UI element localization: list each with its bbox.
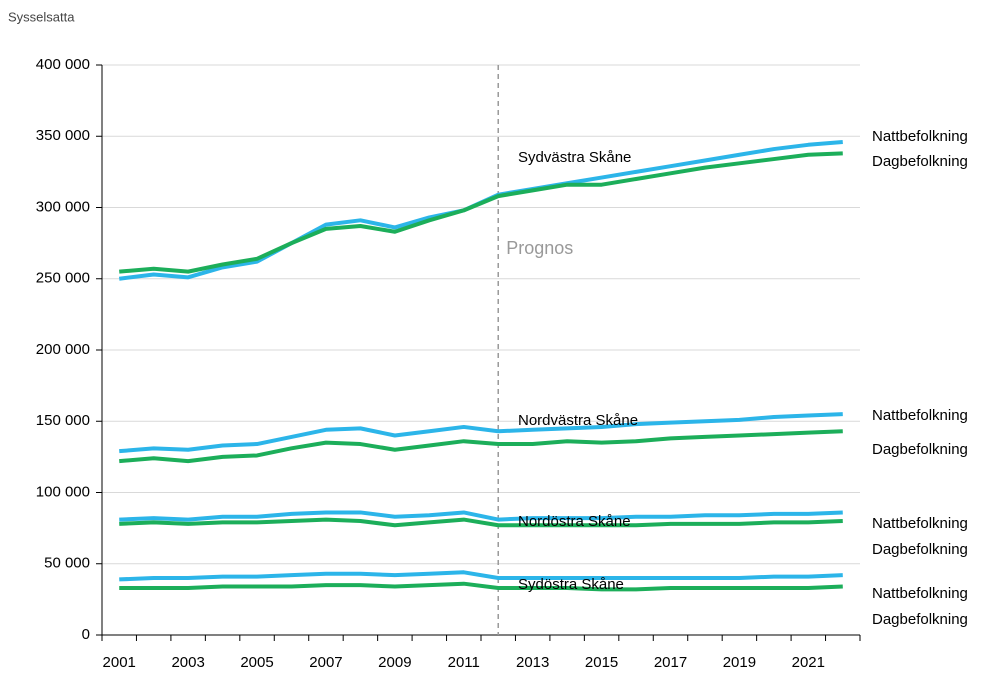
region-label: Sydöstra Skåne	[518, 576, 624, 593]
y-tick-label: 150 000	[36, 412, 90, 429]
series-label: Dagbefolkning	[872, 611, 968, 628]
series-label: Nattbefolkning	[872, 407, 968, 424]
series-label: Dagbefolkning	[872, 541, 968, 558]
series-line	[119, 510, 843, 522]
series-label: Dagbefolkning	[872, 153, 968, 170]
series-line	[119, 151, 843, 274]
y-tick-label: 200 000	[36, 341, 90, 358]
y-tick-label: 50 000	[44, 555, 90, 572]
x-tick-label: 2009	[378, 654, 411, 671]
region-label: Nordöstra Skåne	[518, 513, 631, 530]
x-tick-label: 2015	[585, 654, 618, 671]
series-line	[119, 581, 843, 592]
x-tick-label: 2003	[171, 654, 204, 671]
y-axis-title: Sysselsatta	[8, 9, 75, 24]
x-tick-label: 2017	[654, 654, 687, 671]
y-tick-label: 400 000	[36, 56, 90, 73]
region-label: Sydvästra Skåne	[518, 149, 631, 166]
series-label: Nattbefolkning	[872, 515, 968, 532]
series-line	[119, 429, 843, 464]
y-tick-label: 350 000	[36, 127, 90, 144]
y-tick-label: 300 000	[36, 198, 90, 215]
x-tick-label: 2005	[240, 654, 273, 671]
x-tick-label: 2019	[723, 654, 756, 671]
y-tick-label: 250 000	[36, 270, 90, 287]
y-tick-label: 100 000	[36, 483, 90, 500]
series-label: Dagbefolkning	[872, 441, 968, 458]
series-label: Nattbefolkning	[872, 585, 968, 602]
region-label: Nordvästra Skåne	[518, 412, 638, 429]
series-line	[119, 517, 843, 528]
y-tick-label: 0	[82, 626, 90, 643]
x-tick-label: 2021	[792, 654, 825, 671]
x-tick-label: 2011	[448, 654, 480, 671]
x-tick-label: 2013	[516, 654, 549, 671]
series-line	[119, 412, 843, 454]
series-line	[119, 570, 843, 582]
series-label: Nattbefolkning	[872, 128, 968, 145]
x-tick-label: 2001	[103, 654, 136, 671]
forecast-label: Prognos	[506, 238, 573, 258]
x-tick-label: 2007	[309, 654, 342, 671]
